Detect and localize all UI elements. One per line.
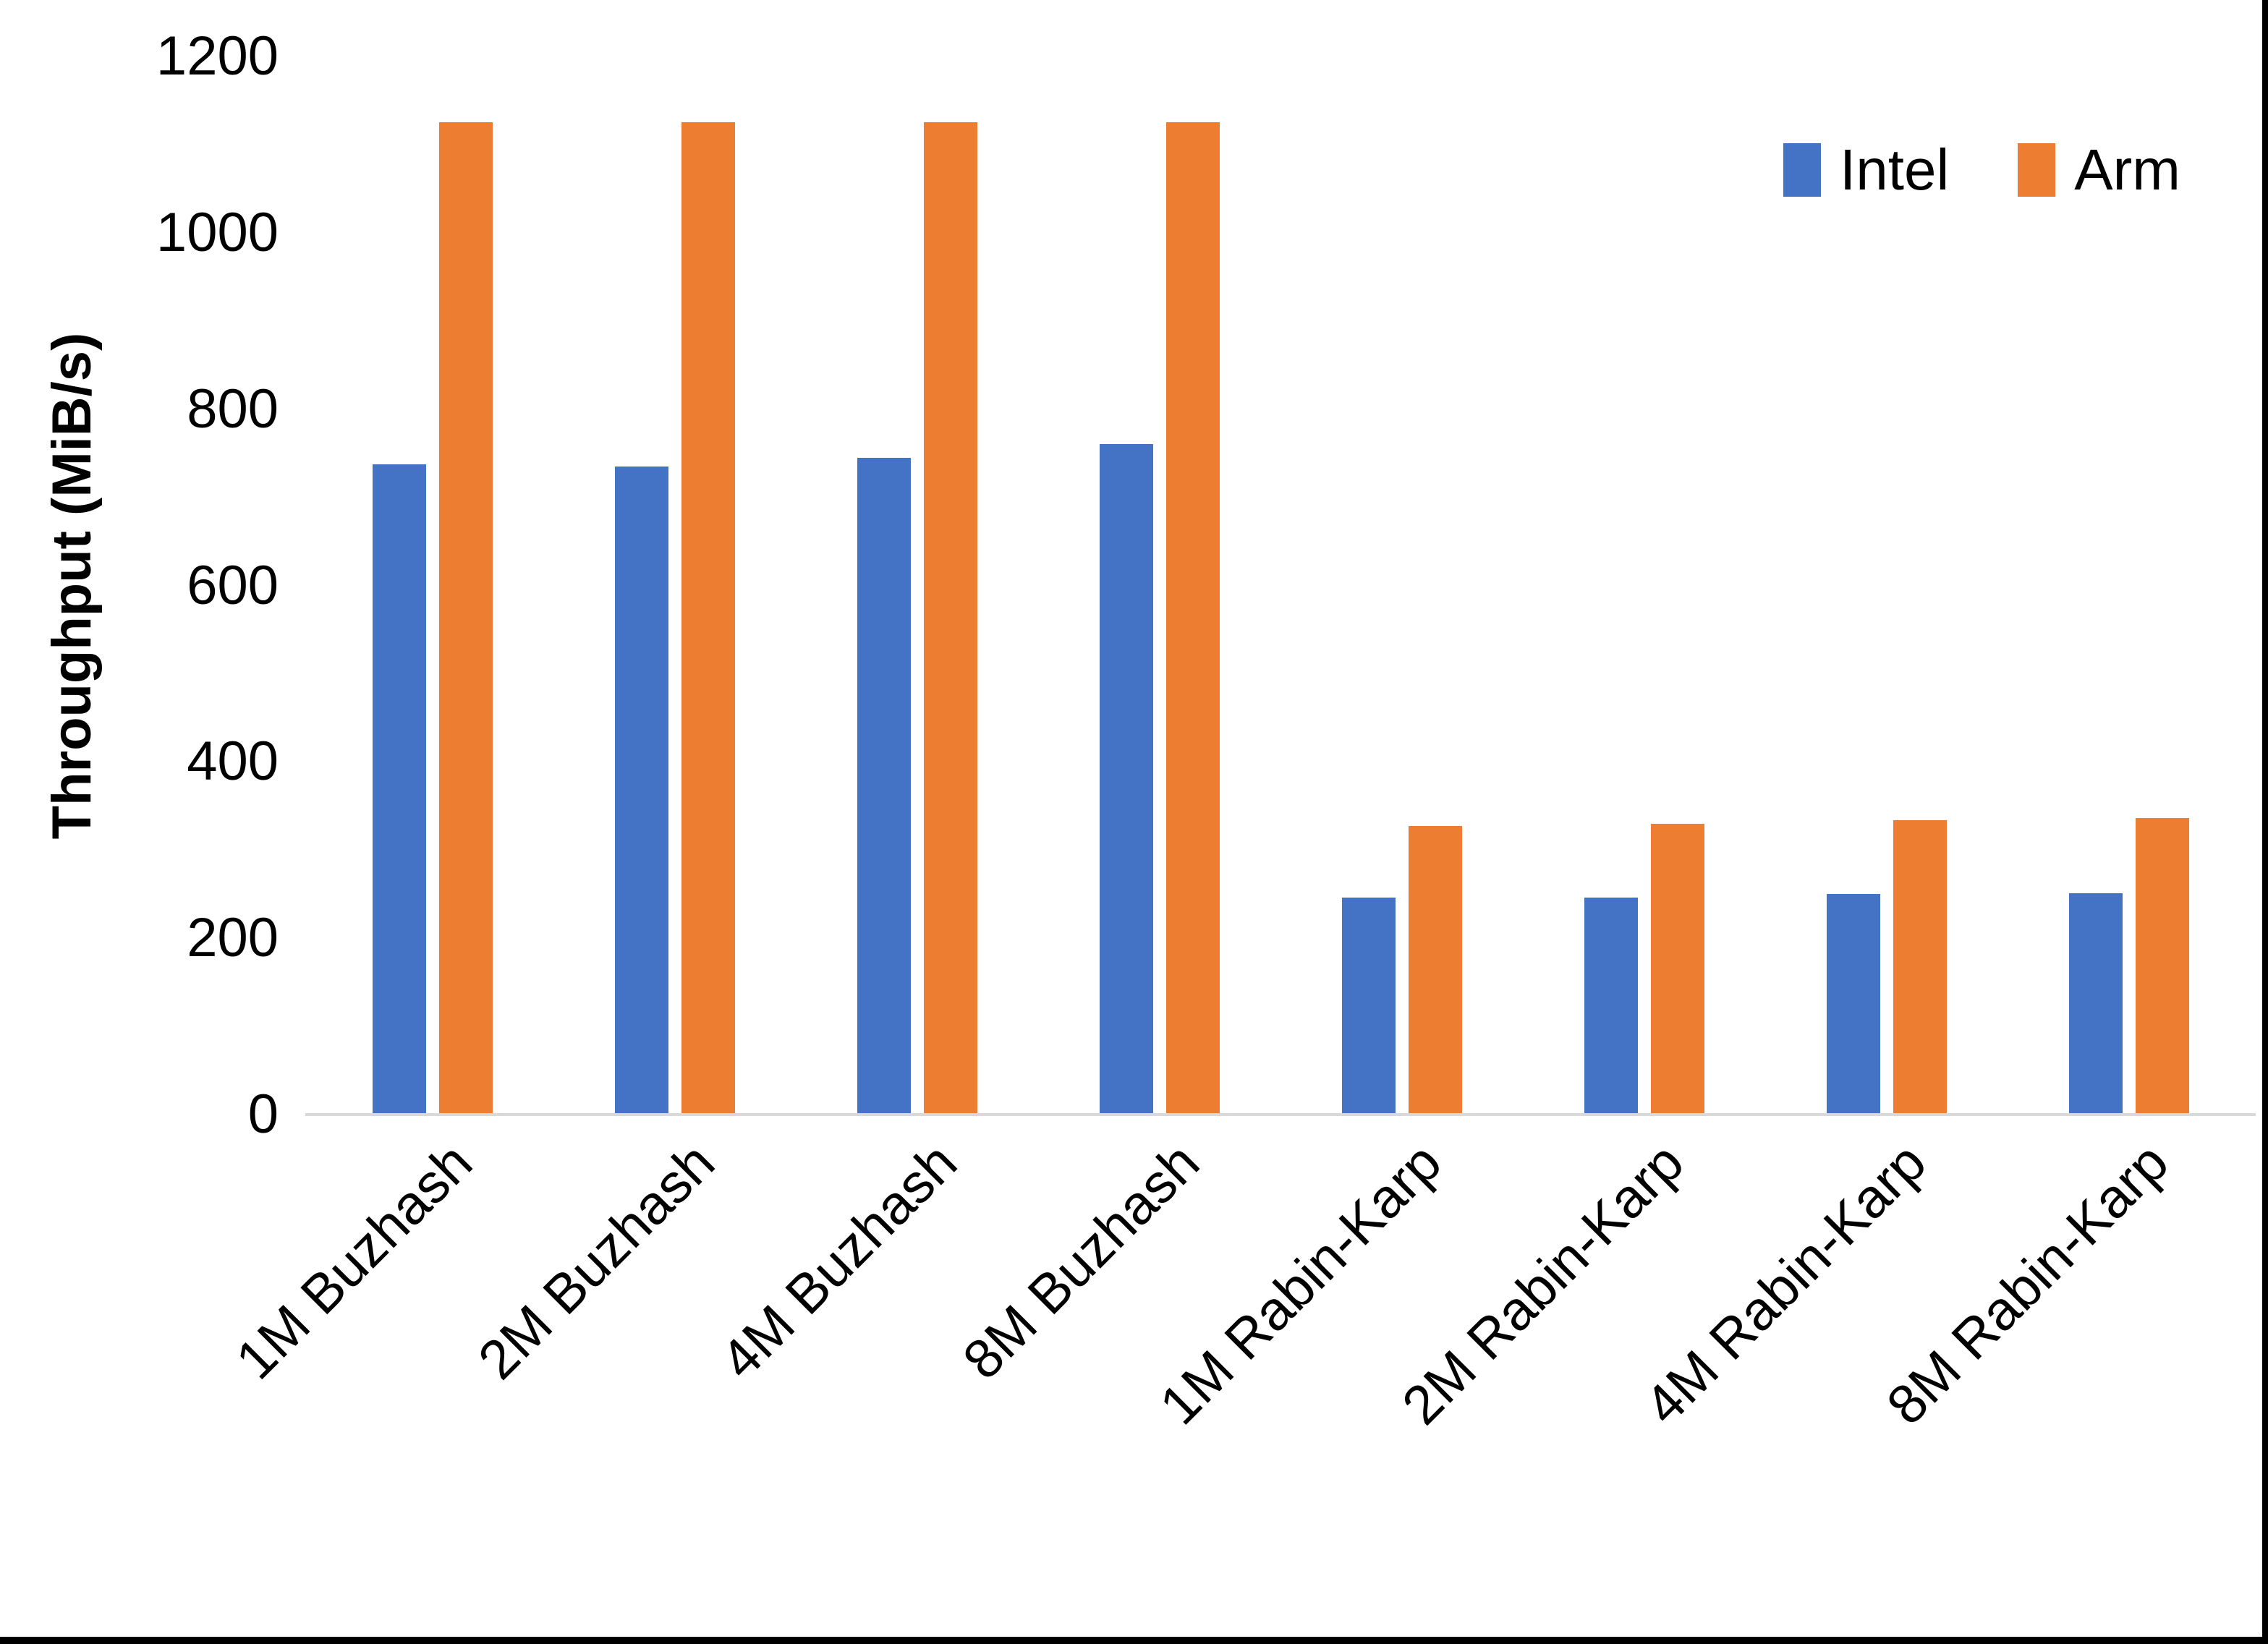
intel-series-swatch-icon <box>1783 143 1821 197</box>
legend-label-arm: Arm <box>2074 137 2180 202</box>
x-axis-line <box>305 1113 2256 1116</box>
legend-item-intel: Intel <box>1783 141 1949 199</box>
window-edge-bottom <box>0 1637 2268 1644</box>
x-category-label-8m-buzhash: 8M Buzhash <box>951 1131 1212 1392</box>
x-category-label-2m-buzhash: 2M Buzhash <box>467 1131 727 1392</box>
y-tick-label-1200: 1200 <box>156 25 279 87</box>
legend-label-intel: Intel <box>1840 137 1950 202</box>
bar-arm-2m-rabin-karp <box>1650 823 1704 1115</box>
y-tick-label-200: 200 <box>187 907 279 969</box>
bar-intel-4m-rabin-karp <box>1826 894 1880 1115</box>
bar-arm-1m-rabin-karp <box>1408 826 1462 1115</box>
bar-arm-8m-buzhash <box>1165 122 1220 1115</box>
y-tick-label-400: 400 <box>187 731 279 793</box>
arm-series-swatch-icon <box>2018 143 2056 197</box>
bar-arm-8m-rabin-karp <box>2135 818 2189 1115</box>
bar-arm-4m-buzhash <box>923 122 977 1115</box>
x-category-label-4m-buzhash: 4M Buzhash <box>709 1131 969 1392</box>
legend-item-arm: Arm <box>2018 141 2180 199</box>
bar-intel-1m-rabin-karp <box>1341 898 1396 1115</box>
y-tick-label-1000: 1000 <box>156 201 279 263</box>
y-tick-label-800: 800 <box>187 378 279 440</box>
bar-intel-8m-buzhash <box>1099 444 1153 1115</box>
bar-arm-2m-buzhash <box>681 122 735 1115</box>
y-tick-label-0: 0 <box>247 1083 279 1145</box>
y-tick-label-600: 600 <box>187 554 279 616</box>
legend: Intel Arm <box>1783 141 2180 199</box>
bar-intel-4m-buzhash <box>857 457 911 1115</box>
bar-arm-1m-buzhash <box>438 122 493 1115</box>
bar-arm-4m-rabin-karp <box>1893 819 1947 1115</box>
x-category-label-1m-buzhash: 1M Buzhash <box>224 1131 485 1392</box>
bar-intel-1m-buzhash <box>372 464 426 1115</box>
bar-intel-2m-rabin-karp <box>1584 898 1638 1115</box>
bar-intel-2m-buzhash <box>614 466 668 1115</box>
window-edge-right <box>2262 0 2268 1644</box>
bar-intel-8m-rabin-karp <box>2068 893 2123 1115</box>
